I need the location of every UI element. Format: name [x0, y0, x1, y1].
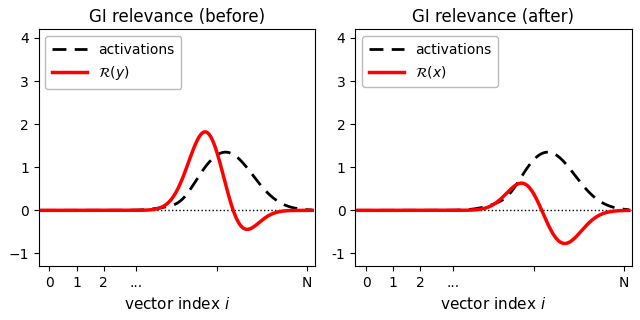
Title: GI relevance (before): GI relevance (before)	[89, 8, 265, 26]
Title: GI relevance (after): GI relevance (after)	[412, 8, 575, 26]
Legend: activations, $\mathcal{R}(x)$: activations, $\mathcal{R}(x)$	[362, 36, 498, 87]
Legend: activations, $\mathcal{R}(y)$: activations, $\mathcal{R}(y)$	[45, 36, 182, 89]
X-axis label: vector index $i$: vector index $i$	[440, 296, 547, 312]
X-axis label: vector index $i$: vector index $i$	[124, 296, 230, 312]
